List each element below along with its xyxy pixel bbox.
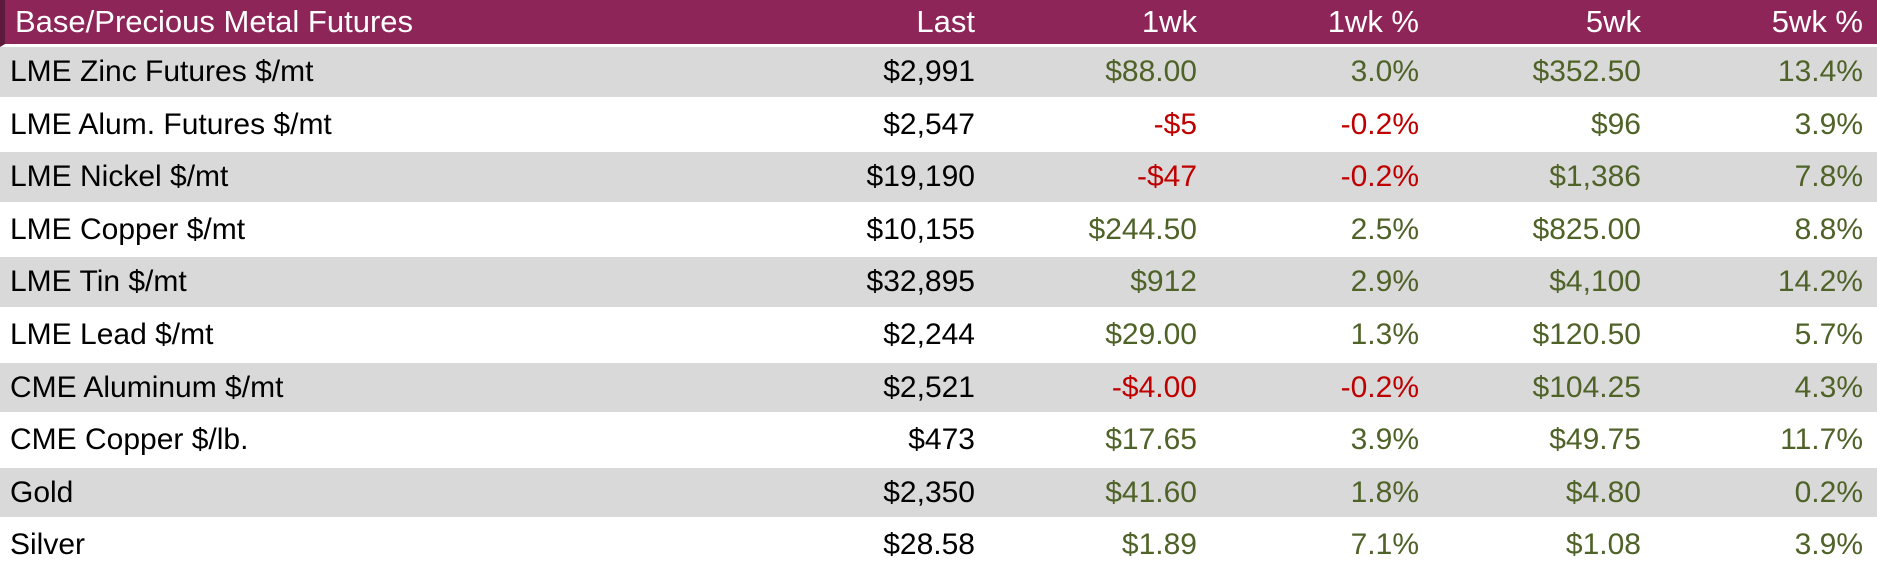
table-row: CME Aluminum $/mt $2,521 -$4.00 -0.2% $104.2…	[0, 362, 1877, 416]
row-value: 3.9%	[1655, 520, 1877, 573]
row-value: 11.7%	[1655, 415, 1877, 468]
row-value: -0.2%	[1211, 99, 1433, 153]
row-value: $352.50	[1433, 47, 1655, 100]
row-value: $49.75	[1433, 415, 1655, 468]
row-label: Gold	[0, 467, 767, 521]
row-value: -$4.00	[989, 362, 1211, 416]
row-value: 1.3%	[1211, 309, 1433, 363]
row-label: LME Copper $/mt	[0, 204, 767, 258]
row-value: $17.65	[989, 415, 1211, 468]
table-row: CME Copper $/lb. $473 $17.65 3.9% $49.75 11.7…	[0, 415, 1877, 468]
row-value: 7.8%	[1655, 152, 1877, 205]
row-value: $88.00	[989, 47, 1211, 100]
row-value: 3.9%	[1655, 99, 1877, 153]
row-value: $32,895	[767, 257, 989, 310]
table-row: LME Zinc Futures $/mt $2,991 $88.00 3.0% $35…	[0, 47, 1877, 100]
row-label: LME Zinc Futures $/mt	[0, 47, 767, 100]
row-value: $10,155	[767, 204, 989, 258]
row-value: $29.00	[989, 309, 1211, 363]
row-value: $473	[767, 415, 989, 468]
table-row: LME Alum. Futures $/mt $2,547 -$5 -0.2% $96 3…	[0, 99, 1877, 153]
row-value: $2,350	[767, 467, 989, 521]
row-value: 13.4%	[1655, 47, 1877, 100]
row-label: Silver	[0, 520, 767, 573]
row-value: $2,991	[767, 47, 989, 100]
col-header-5wk: 5wk	[1433, 0, 1655, 47]
row-value: 7.1%	[1211, 520, 1433, 573]
row-label: LME Lead $/mt	[0, 309, 767, 363]
row-value: 8.8%	[1655, 204, 1877, 258]
row-value: -0.2%	[1211, 152, 1433, 205]
row-value: $1.89	[989, 520, 1211, 573]
row-label: LME Alum. Futures $/mt	[0, 99, 767, 153]
row-value: $2,244	[767, 309, 989, 363]
row-value: 2.5%	[1211, 204, 1433, 258]
header-row: Base/Precious Metal Futures Last 1wk 1wk…	[0, 0, 1877, 47]
row-value: 0.2%	[1655, 467, 1877, 521]
row-value: $96	[1433, 99, 1655, 153]
table-body: LME Zinc Futures $/mt $2,991 $88.00 3.0% $35…	[0, 47, 1877, 573]
row-value: 4.3%	[1655, 362, 1877, 416]
col-header-last: Last	[767, 0, 989, 47]
row-label: CME Copper $/lb.	[0, 415, 767, 468]
row-value: $1,386	[1433, 152, 1655, 205]
table-row: Silver $28.58 $1.89 7.1% $1.08 3.9%	[0, 520, 1877, 573]
row-value: $41.60	[989, 467, 1211, 521]
row-value: $19,190	[767, 152, 989, 205]
table-title: Base/Precious Metal Futures	[0, 0, 767, 47]
row-value: $120.50	[1433, 309, 1655, 363]
row-label: LME Nickel $/mt	[0, 152, 767, 205]
row-value: 1.8%	[1211, 467, 1433, 521]
row-label: CME Aluminum $/mt	[0, 362, 767, 416]
table-row: Gold $2,350 $41.60 1.8% $4.80 0.2%	[0, 467, 1877, 521]
row-value: $825.00	[1433, 204, 1655, 258]
row-value: $244.50	[989, 204, 1211, 258]
row-label: LME Tin $/mt	[0, 257, 767, 310]
row-value: 5.7%	[1655, 309, 1877, 363]
row-value: 14.2%	[1655, 257, 1877, 310]
row-value: $28.58	[767, 520, 989, 573]
row-value: $912	[989, 257, 1211, 310]
table-row: LME Tin $/mt $32,895 $912 2.9% $4,100 14.2%	[0, 257, 1877, 310]
row-value: $2,547	[767, 99, 989, 153]
table-row: LME Lead $/mt $2,244 $29.00 1.3% $120.50 5.7%	[0, 309, 1877, 363]
table-row: LME Copper $/mt $10,155 $244.50 2.5% $825.00…	[0, 204, 1877, 258]
row-value: -$5	[989, 99, 1211, 153]
row-value: 3.0%	[1211, 47, 1433, 100]
row-value: -0.2%	[1211, 362, 1433, 416]
table-row: LME Nickel $/mt $19,190 -$47 -0.2% $1,386 7.8…	[0, 152, 1877, 205]
col-header-5wk-pct: 5wk %	[1655, 0, 1877, 47]
row-value: $4.80	[1433, 467, 1655, 521]
row-value: $1.08	[1433, 520, 1655, 573]
col-header-1wk-pct: 1wk %	[1211, 0, 1433, 47]
row-value: 2.9%	[1211, 257, 1433, 310]
row-value: 3.9%	[1211, 415, 1433, 468]
row-value: $2,521	[767, 362, 989, 416]
col-header-1wk: 1wk	[989, 0, 1211, 47]
row-value: -$47	[989, 152, 1211, 205]
row-value: $104.25	[1433, 362, 1655, 416]
row-value: $4,100	[1433, 257, 1655, 310]
